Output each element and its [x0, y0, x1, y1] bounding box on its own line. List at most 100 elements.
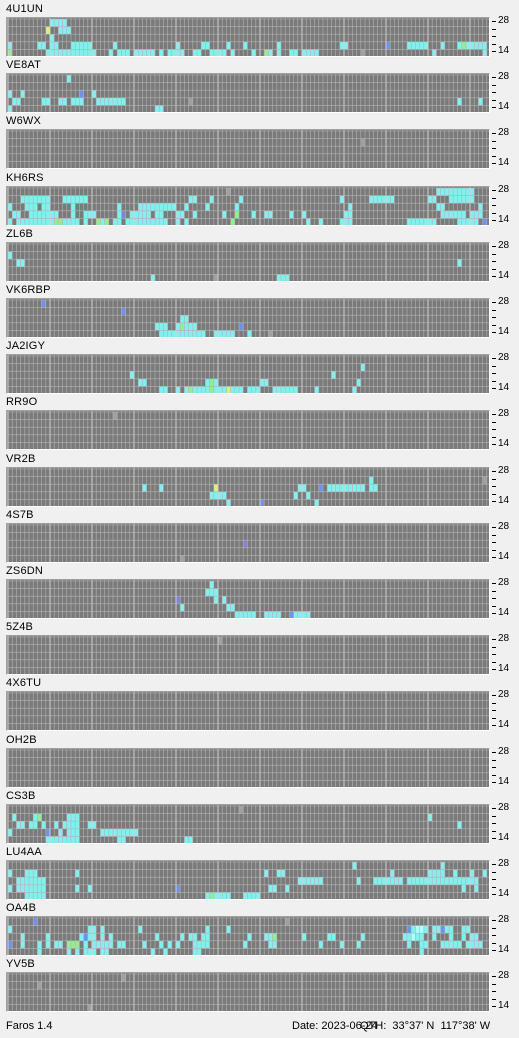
signal-cell [264, 378, 269, 387]
signal-cell [155, 217, 160, 225]
band-scale: 28 14 [492, 128, 519, 169]
signal-cell [24, 217, 29, 225]
signal-cell [92, 948, 97, 956]
band-scale: 28 14 [492, 409, 519, 450]
signal-cell [428, 877, 433, 885]
signal-cell [230, 330, 235, 337]
signal-cell [213, 483, 218, 492]
scale-tick [492, 204, 496, 206]
signal-cell [386, 195, 391, 203]
propagation-grid [6, 241, 490, 282]
signal-cell [306, 49, 311, 56]
signal-cell [209, 581, 214, 589]
signal-cell [247, 330, 252, 337]
signal-cell [20, 195, 25, 203]
signal-cell [121, 940, 126, 949]
signal-cell [16, 884, 21, 893]
signal-cell [457, 258, 462, 267]
signal-cell [243, 892, 248, 899]
scale-tick [492, 21, 496, 22]
signal-cell [62, 49, 67, 56]
beacon-panel-4s7b: 4S7B 28 14 [0, 508, 519, 564]
signal-cell [415, 41, 420, 50]
beacon-name: 4S7B [6, 508, 34, 521]
scale-tick [492, 317, 496, 318]
scale-label-28: 28 [498, 352, 510, 364]
scale-tick [492, 725, 496, 727]
propagation-grid [6, 691, 490, 732]
scale-tick [492, 189, 496, 191]
signal-cell [8, 884, 13, 893]
signal-cell [243, 41, 248, 50]
signal-cell [184, 202, 189, 211]
signal-cell [100, 828, 105, 837]
signal-cell [92, 90, 97, 98]
signal-cell [423, 925, 428, 934]
scale-tick [492, 302, 496, 303]
signal-cell [356, 877, 361, 885]
signal-cell [281, 386, 286, 394]
signal-cell [348, 483, 353, 492]
signal-cell [180, 555, 185, 562]
scale-tick [492, 212, 496, 214]
signal-cell [37, 195, 42, 203]
scale-tick [492, 373, 496, 375]
signal-cell [117, 97, 122, 106]
scale-tick [492, 92, 496, 94]
signal-cell [8, 217, 13, 225]
signal-cell [58, 836, 63, 843]
signal-cell [360, 483, 365, 492]
scale-tick [492, 879, 496, 880]
signal-cell [29, 195, 34, 203]
signal-cell [16, 217, 21, 225]
signal-cell [314, 498, 319, 506]
signal-cell [407, 933, 412, 941]
beacon-panel-4u1un: 4U1UN 28 14 [0, 2, 519, 58]
signal-cell [75, 49, 80, 56]
signal-cell [45, 836, 50, 843]
scale-tick [492, 485, 496, 487]
scale-label-14: 14 [498, 775, 510, 787]
signal-cell [155, 202, 160, 211]
beacon-panel-4x6tu: 4X6TU 28 14 [0, 676, 519, 732]
signal-cell [213, 588, 218, 597]
signal-cell [33, 217, 38, 225]
signal-cell [45, 26, 50, 35]
signal-cell [129, 217, 134, 225]
scale-label-14: 14 [498, 494, 510, 506]
scale-tick [492, 156, 496, 158]
signal-cell [159, 940, 164, 949]
signal-cell [478, 97, 483, 106]
grid-cells [7, 18, 489, 56]
signal-cell [297, 483, 302, 492]
signal-cell [29, 877, 34, 885]
signal-cell [226, 892, 231, 899]
signal-cell [37, 948, 42, 956]
scale-tick [492, 253, 496, 255]
scale-tick [492, 598, 496, 599]
propagation-grid [6, 185, 490, 226]
scale-label-28: 28 [498, 970, 510, 982]
signal-cell [251, 210, 256, 218]
signal-cell [163, 217, 168, 225]
grid-cells [7, 467, 489, 506]
scale-tick [492, 414, 496, 416]
signal-cell [440, 925, 445, 934]
signal-cell [79, 97, 84, 106]
signal-cell [251, 49, 256, 56]
signal-cell [129, 210, 134, 218]
grid-cells [7, 130, 489, 169]
scale-tick [492, 310, 496, 311]
scale-label-28: 28 [498, 801, 510, 813]
signal-cell [192, 195, 197, 203]
signal-cell [306, 491, 311, 499]
signal-cell [457, 97, 462, 106]
signal-cell [159, 483, 164, 492]
signal-cell [138, 210, 143, 218]
signal-cell [150, 202, 155, 211]
scale-tick [492, 864, 496, 865]
signal-cell [205, 41, 210, 50]
signal-cell [176, 940, 181, 949]
beacon-name: OH2B [6, 733, 37, 746]
